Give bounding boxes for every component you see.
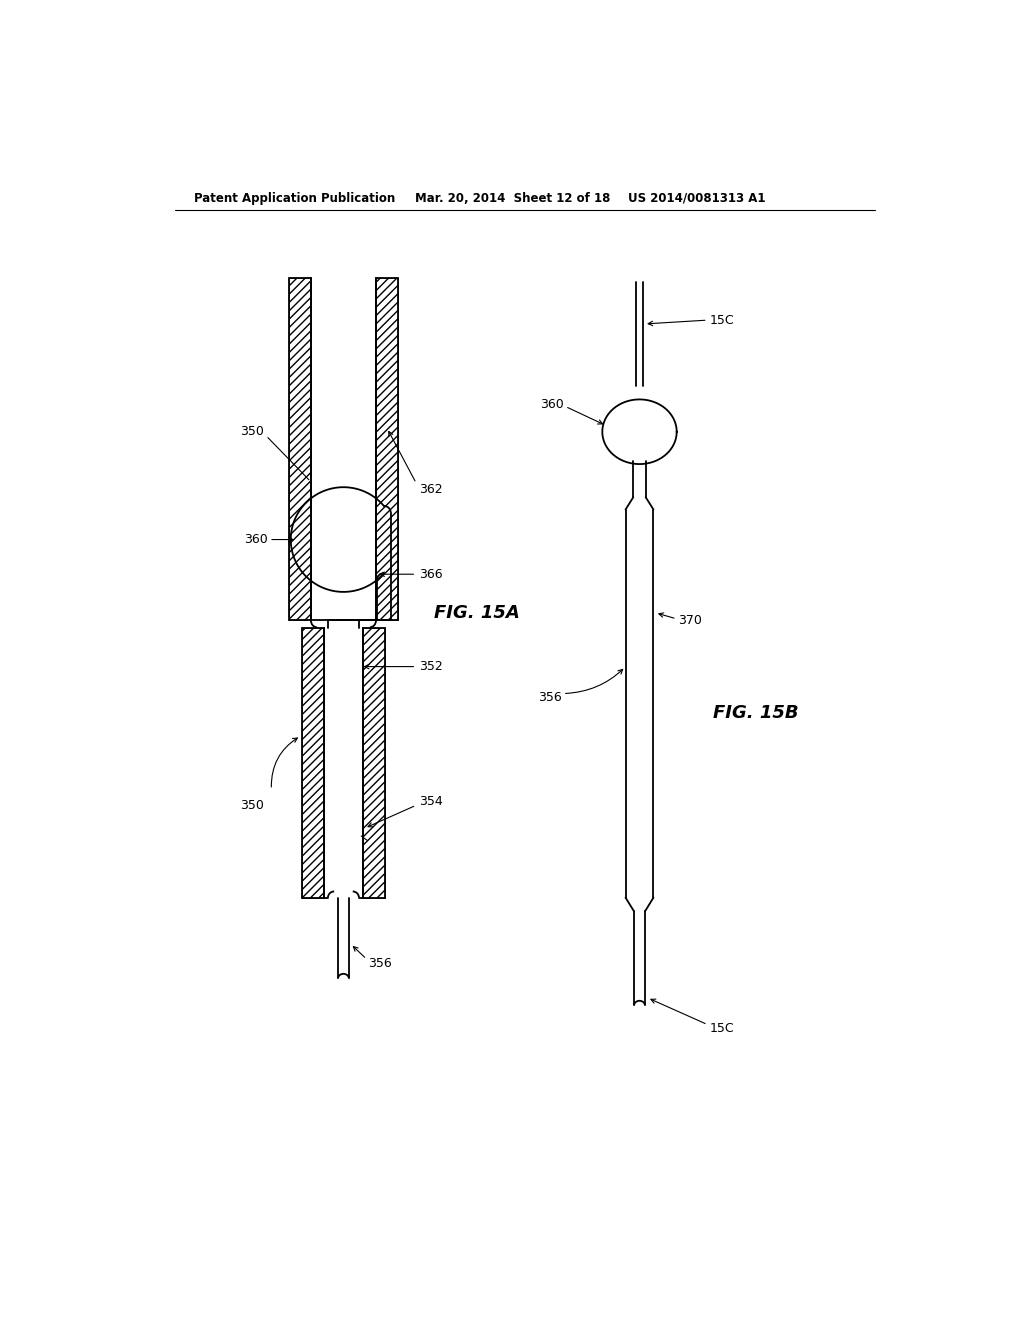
Text: 360: 360 bbox=[540, 399, 563, 412]
Text: 350: 350 bbox=[240, 799, 263, 812]
Text: 15C: 15C bbox=[710, 314, 734, 326]
Text: 370: 370 bbox=[678, 614, 702, 627]
Text: 354: 354 bbox=[419, 795, 442, 808]
Text: US 2014/0081313 A1: US 2014/0081313 A1 bbox=[628, 191, 765, 205]
Text: 360: 360 bbox=[244, 533, 267, 546]
Text: FIG. 15B: FIG. 15B bbox=[713, 704, 799, 722]
Text: 356: 356 bbox=[539, 690, 562, 704]
Text: 362: 362 bbox=[419, 483, 442, 496]
FancyBboxPatch shape bbox=[302, 628, 324, 898]
Text: 350: 350 bbox=[240, 425, 263, 438]
FancyBboxPatch shape bbox=[289, 277, 311, 620]
Text: 15C: 15C bbox=[710, 1022, 734, 1035]
Text: FIG. 15A: FIG. 15A bbox=[434, 603, 520, 622]
Text: 352: 352 bbox=[419, 660, 442, 673]
FancyBboxPatch shape bbox=[376, 277, 397, 620]
Text: Mar. 20, 2014  Sheet 12 of 18: Mar. 20, 2014 Sheet 12 of 18 bbox=[415, 191, 610, 205]
Text: 366: 366 bbox=[419, 568, 442, 581]
Text: Patent Application Publication: Patent Application Publication bbox=[194, 191, 395, 205]
Text: 356: 356 bbox=[369, 957, 392, 970]
FancyBboxPatch shape bbox=[362, 628, 385, 898]
